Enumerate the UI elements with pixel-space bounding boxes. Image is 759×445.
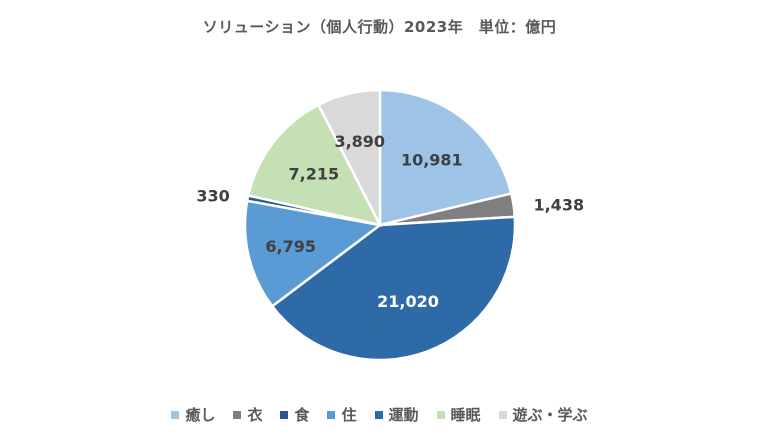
legend-item-1: 癒し (171, 404, 215, 425)
legend-label: 運動 (388, 406, 419, 424)
legend-item-3: 食 (280, 404, 309, 425)
legend-label: 睡眠 (450, 406, 481, 424)
pie-slice-3 (270, 215, 517, 362)
slice-label-4: 6,795 (265, 237, 316, 256)
slice-label-1: 10,981 (401, 150, 463, 169)
legend-swatch (280, 410, 289, 419)
pie-slice-6 (246, 103, 383, 227)
legend-swatch (498, 410, 507, 419)
slice-label-6: 7,215 (289, 165, 340, 184)
legend-item-6: 睡眠 (436, 404, 481, 425)
legend-swatch (171, 410, 180, 419)
legend-label: 遊ぶ・学ぶ (512, 406, 588, 424)
legend-item-2: 衣 (233, 404, 262, 425)
slice-label-5: 330 (196, 186, 229, 205)
pie-slice-4 (243, 199, 384, 309)
legend-label: 住 (341, 406, 357, 424)
pie-slice-7 (316, 88, 382, 226)
legend-item-5: 運動 (374, 404, 419, 425)
legend-label: 癒し (185, 406, 216, 424)
pie-slice-1 (378, 88, 513, 227)
legend-label: 衣 (247, 406, 263, 424)
legend-swatch (436, 410, 445, 419)
slice-label-7: 3,890 (334, 132, 385, 151)
chart-title: ソリューション（個人行動）2023年 単位：億円 (202, 18, 557, 36)
legend-swatch (374, 410, 383, 419)
slice-label-3: 21,020 (377, 292, 439, 311)
legend-swatch (233, 410, 242, 419)
legend-item-4: 住 (327, 404, 357, 425)
legend-label: 食 (294, 406, 310, 424)
slice-label-2: 1,438 (533, 195, 584, 214)
legend-swatch (327, 410, 336, 419)
chart-legend: 癒し 衣 食 住 運動 睡眠 遊ぶ・学ぶ (0, 404, 759, 425)
legend-item-7: 遊ぶ・学ぶ (498, 404, 588, 425)
